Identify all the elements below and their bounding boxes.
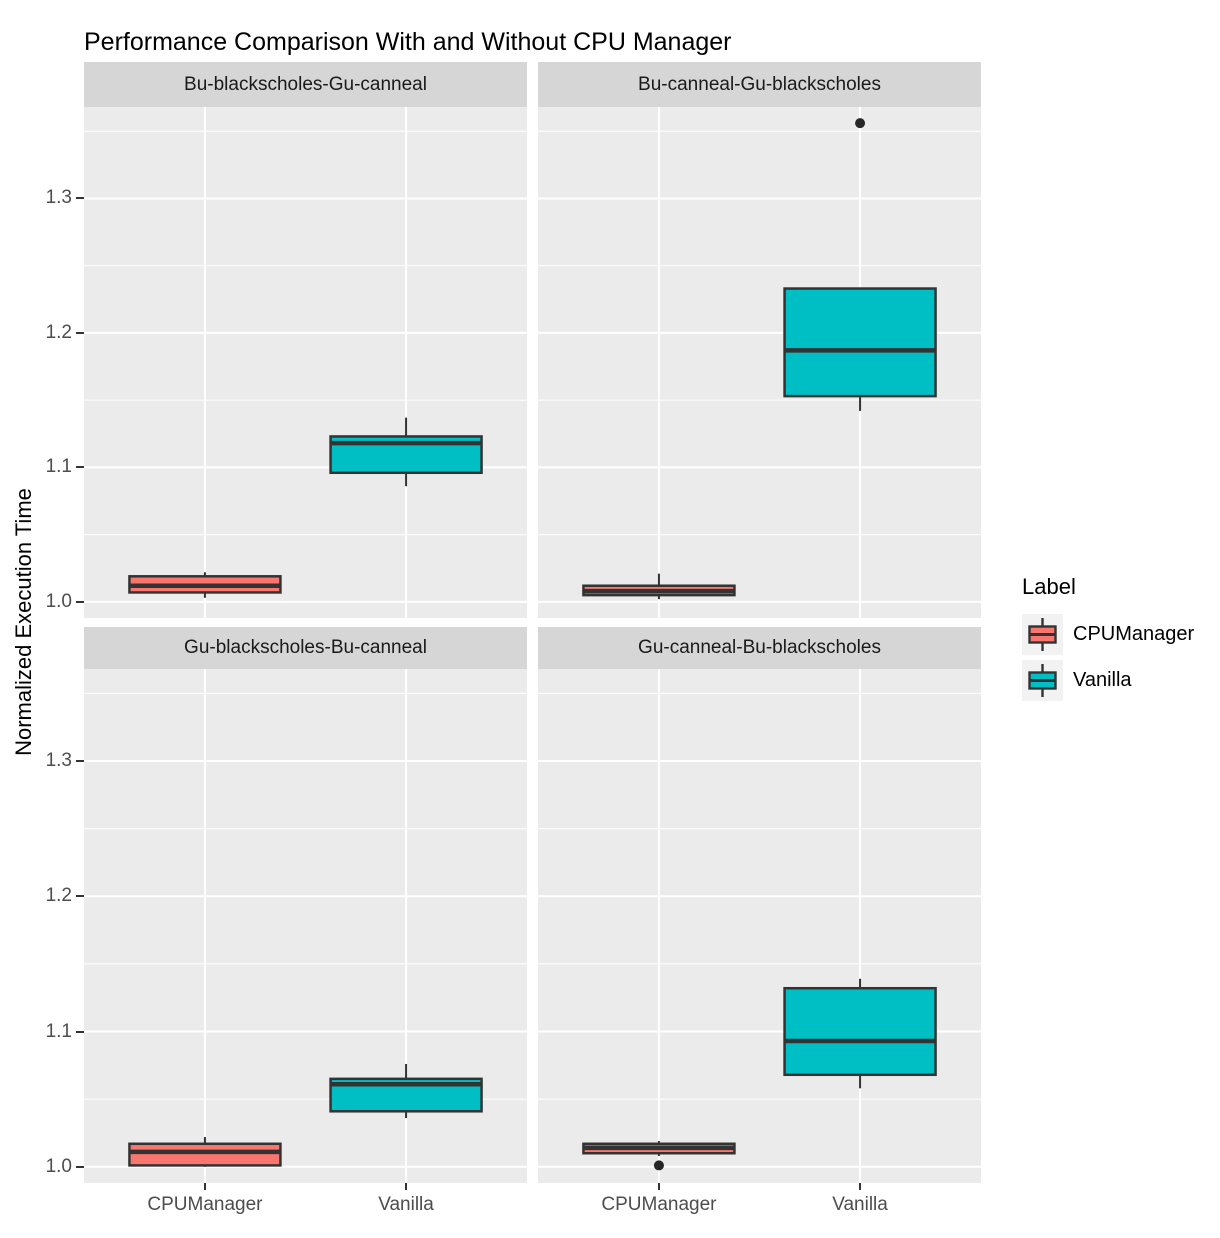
y-axis-tick [76, 600, 84, 603]
x-axis-tick-label: Vanilla [832, 1194, 888, 1215]
chart-title: Performance Comparison With and Without … [84, 28, 732, 56]
x-axis-tick [405, 1183, 408, 1190]
boxplot-key-icon [1022, 660, 1063, 701]
facet-strip-bu-blackscholes-gu-canneal: Bu-blackscholes-Gu-canneal [84, 62, 527, 107]
y-axis-tick [76, 1030, 84, 1033]
facet-plot-area [538, 669, 981, 1183]
y-axis-tick [76, 331, 84, 334]
boxplot-key-icon [1022, 614, 1063, 655]
legend-entry-label: CPUManager [1073, 623, 1195, 645]
facet-plot-area [84, 669, 527, 1183]
facet-plot-area [538, 107, 981, 618]
legend: Label CPUManager Vanilla [1022, 574, 1194, 706]
y-axis-tick-label: 1.2 [45, 321, 72, 343]
facet-panel-1 [538, 107, 981, 618]
facet-panel-2 [84, 669, 527, 1183]
facet-panel-3 [538, 669, 981, 1183]
y-axis-tick-label: 1.1 [45, 1020, 72, 1042]
x-axis-tick [859, 1183, 862, 1190]
facet-strip-bu-canneal-gu-blackscholes: Bu-canneal-Gu-blackscholes [538, 62, 981, 107]
facet-panel-0 [84, 107, 527, 618]
y-axis-tick [76, 197, 84, 200]
y-axis-tick-label: 1.0 [45, 590, 72, 612]
legend-entry-vanilla: Vanilla [1022, 660, 1194, 701]
y-axis-tick-label: 1.3 [45, 187, 72, 209]
legend-entry-cpumanager: CPUManager [1022, 614, 1194, 655]
box-vanilla [783, 978, 937, 1089]
box-vanilla [329, 417, 483, 487]
facet-strip-gu-canneal-bu-blackscholes: Gu-canneal-Bu-blackscholes [538, 627, 981, 669]
x-axis-tick-label: CPUManager [147, 1194, 263, 1215]
y-axis-tick [76, 1165, 84, 1168]
x-axis-tick-label: CPUManager [601, 1194, 717, 1215]
legend-entry-label: Vanilla [1073, 669, 1132, 691]
y-axis-tick-label: 1.0 [45, 1155, 72, 1177]
y-axis-title: Normalized Execution Time [11, 488, 36, 756]
legend-title: Label [1022, 574, 1076, 599]
facet-strip-gu-blackscholes-bu-canneal: Gu-blackscholes-Bu-canneal [84, 627, 527, 669]
box-vanilla [783, 118, 937, 411]
box-cpumanager [128, 1137, 282, 1167]
y-axis-tick-label: 1.3 [45, 749, 72, 771]
x-axis-tick [657, 1183, 660, 1190]
facet-plot-area [84, 107, 527, 618]
box-cpumanager [128, 572, 282, 598]
box-cpumanager [582, 573, 736, 600]
box-cpumanager [582, 1141, 736, 1171]
x-axis-tick-label: Vanilla [378, 1194, 434, 1215]
x-axis-tick [203, 1183, 206, 1190]
box-vanilla [329, 1063, 483, 1119]
y-axis-tick-label: 1.1 [45, 456, 72, 478]
y-axis-tick [76, 466, 84, 469]
y-axis-tick-label: 1.2 [45, 885, 72, 907]
y-axis-tick [76, 895, 84, 898]
y-axis-tick [76, 759, 84, 762]
